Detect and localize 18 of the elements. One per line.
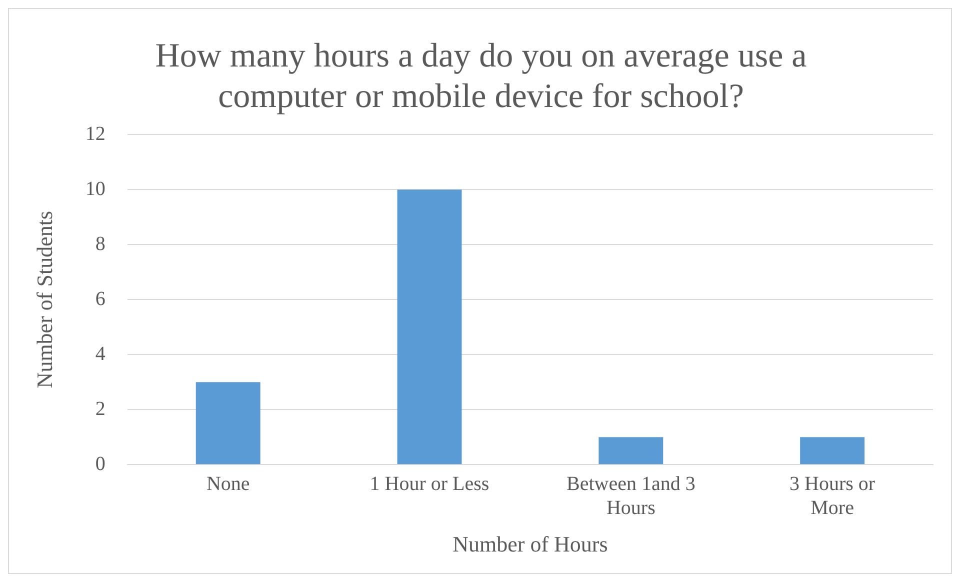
y-tick-label: 8 bbox=[95, 232, 106, 255]
x-tick-label: 3 Hours or More bbox=[790, 472, 876, 519]
y-tick-label: 10 bbox=[85, 178, 106, 200]
x-tick-label: 1 Hour or Less bbox=[370, 472, 490, 495]
y-tick-label: 12 bbox=[85, 122, 106, 145]
x-tick-label: None bbox=[206, 472, 250, 495]
y-axis-title: Number of Students bbox=[32, 211, 57, 388]
y-tick-label: 4 bbox=[95, 342, 106, 365]
y-tick-label: 0 bbox=[95, 452, 106, 475]
x-tick-label: Between 1and 3 Hours bbox=[566, 472, 696, 519]
bar bbox=[800, 437, 865, 464]
x-axis-title: Number of Hours bbox=[452, 532, 608, 557]
bar bbox=[598, 437, 664, 464]
bar bbox=[196, 382, 260, 464]
y-tick-label: 6 bbox=[95, 288, 106, 310]
chart-title: How many hours a day do you on average use a computer or mobile device for school? bbox=[155, 37, 807, 116]
y-tick-label: 2 bbox=[95, 398, 106, 420]
bar bbox=[397, 190, 462, 464]
